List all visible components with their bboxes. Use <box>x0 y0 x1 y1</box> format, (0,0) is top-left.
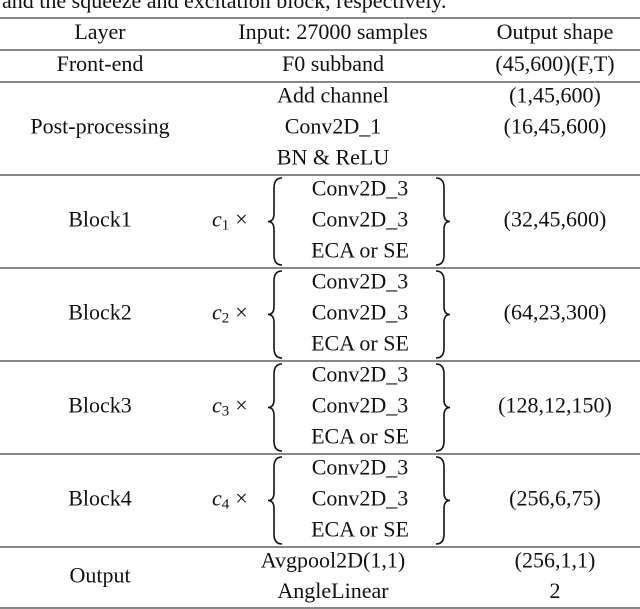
repeat-var: c <box>212 393 222 418</box>
layer-name: Block1 <box>68 207 132 232</box>
output-shape: (256,6,75) <box>509 486 601 511</box>
right-brace <box>435 177 451 266</box>
repeat-op: × <box>235 300 247 325</box>
input-item: F0 subband <box>282 51 384 76</box>
repeat-factor: c4 × <box>212 486 248 513</box>
input-item: ECA or SE <box>311 331 409 356</box>
repeat-var: c <box>212 207 222 232</box>
input-item: Conv2D_3 <box>312 486 409 511</box>
layer-name: Block4 <box>68 486 132 511</box>
repeat-var: c <box>212 486 222 511</box>
right-brace <box>435 270 451 359</box>
caption: and the squeeze and excitation block, re… <box>2 0 447 13</box>
input-item: Conv2D_3 <box>312 362 409 387</box>
output-shape: (1,45,600) <box>509 83 601 108</box>
input-item: BN & ReLU <box>277 145 390 170</box>
input-item: Avgpool2D(1,1) <box>261 547 405 572</box>
repeat-sub: 1 <box>222 218 230 234</box>
left-brace <box>267 456 283 545</box>
header-cell: Layer <box>74 19 126 44</box>
input-item: ECA or SE <box>311 517 409 542</box>
output-shape: (32,45,600) <box>504 207 607 232</box>
repeat-factor: c3 × <box>212 393 248 420</box>
layer-name: Output <box>69 563 130 588</box>
input-item: ECA or SE <box>311 424 409 449</box>
input-item: Conv2D_3 <box>312 269 409 294</box>
output-shape: (64,23,300) <box>504 300 607 325</box>
layer-name: Block3 <box>68 393 132 418</box>
output-shape: (256,1,1) <box>515 547 596 572</box>
output-shape: 2 <box>550 578 561 603</box>
output-shape: (45,600)(F,T) <box>495 51 614 76</box>
repeat-op: × <box>235 486 247 511</box>
layer-name: Front-end <box>57 51 144 76</box>
repeat-op: × <box>235 207 247 232</box>
output-shape: (128,12,150) <box>498 393 612 418</box>
left-brace <box>267 363 283 452</box>
right-brace <box>435 363 451 452</box>
repeat-sub: 3 <box>222 404 230 420</box>
repeat-factor: c1 × <box>212 207 248 234</box>
left-brace <box>267 177 283 266</box>
input-item: Add channel <box>277 83 389 108</box>
input-item: Conv2D_3 <box>312 393 409 418</box>
input-item: Conv2D_3 <box>312 300 409 325</box>
header-cell: Output shape <box>497 19 614 44</box>
left-brace <box>267 270 283 359</box>
input-item: Conv2D_1 <box>285 114 382 139</box>
repeat-factor: c2 × <box>212 300 248 327</box>
repeat-op: × <box>235 393 247 418</box>
repeat-sub: 2 <box>222 311 230 327</box>
input-item: Conv2D_3 <box>312 207 409 232</box>
input-item: ECA or SE <box>311 238 409 263</box>
right-brace <box>435 456 451 545</box>
input-item: Conv2D_3 <box>312 176 409 201</box>
layer-name: Post-processing <box>30 114 169 139</box>
output-shape: (16,45,600) <box>504 114 607 139</box>
input-item: Conv2D_3 <box>312 455 409 480</box>
input-item: AngleLinear <box>277 578 389 603</box>
header-cell: Input: 27000 samples <box>238 19 427 44</box>
repeat-var: c <box>212 300 222 325</box>
layer-name: Block2 <box>68 300 132 325</box>
repeat-sub: 4 <box>222 497 230 513</box>
